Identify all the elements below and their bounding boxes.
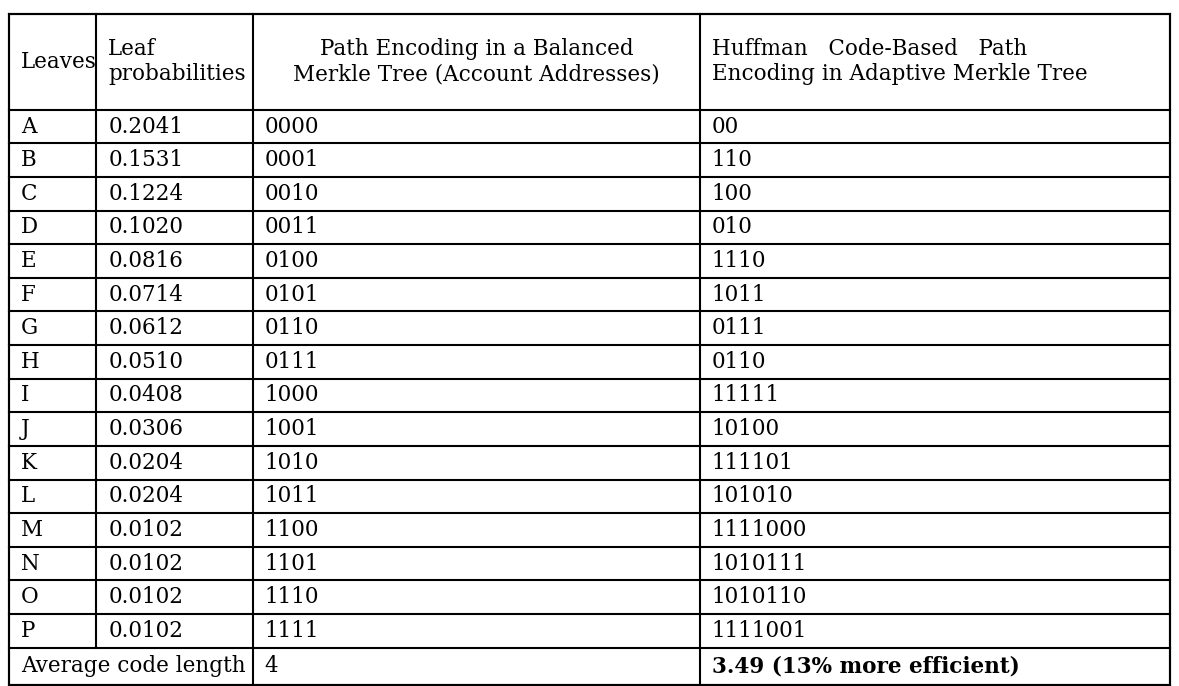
Text: 0.0714: 0.0714 (108, 283, 183, 306)
Text: 0.0306: 0.0306 (108, 418, 183, 440)
Text: 0010: 0010 (265, 182, 320, 205)
Text: 1011: 1011 (711, 283, 766, 306)
Text: 1110: 1110 (265, 586, 320, 608)
Text: 4: 4 (265, 655, 278, 677)
Text: 0110: 0110 (711, 351, 766, 373)
Text: 3.49 (13% more efficient): 3.49 (13% more efficient) (711, 655, 1020, 677)
Text: A: A (21, 115, 37, 138)
Text: 0.0204: 0.0204 (108, 451, 183, 474)
Text: 0.0612: 0.0612 (108, 317, 183, 340)
Text: 0001: 0001 (265, 149, 320, 172)
Text: 1101: 1101 (265, 552, 320, 575)
Text: 1110: 1110 (711, 250, 766, 272)
Text: L: L (21, 485, 35, 508)
Text: 1011: 1011 (265, 485, 320, 508)
Text: 0.1224: 0.1224 (108, 182, 184, 205)
Text: H: H (21, 351, 40, 373)
Text: 0.0102: 0.0102 (108, 619, 183, 642)
Text: P: P (21, 619, 35, 642)
Text: 0110: 0110 (265, 317, 320, 340)
Text: N: N (21, 552, 40, 575)
Text: 1000: 1000 (265, 384, 320, 407)
Text: Leaf
probabilities: Leaf probabilities (108, 38, 246, 86)
Text: I: I (21, 384, 29, 407)
Text: 010: 010 (711, 216, 752, 239)
Text: 0.1531: 0.1531 (108, 149, 184, 172)
Text: Leaves: Leaves (21, 51, 97, 73)
Text: J: J (21, 418, 29, 440)
Text: 0100: 0100 (265, 250, 320, 272)
Text: 100: 100 (711, 182, 752, 205)
Text: 1010: 1010 (265, 451, 320, 474)
Text: 0111: 0111 (711, 317, 766, 340)
Text: 0111: 0111 (265, 351, 320, 373)
Text: 1111000: 1111000 (711, 519, 806, 541)
Text: 111101: 111101 (711, 451, 793, 474)
Text: K: K (21, 451, 38, 474)
Text: C: C (21, 182, 38, 205)
Text: 0011: 0011 (265, 216, 320, 239)
Text: 0.0408: 0.0408 (108, 384, 183, 407)
Text: O: O (21, 586, 39, 608)
Text: 10100: 10100 (711, 418, 779, 440)
Text: 0.0102: 0.0102 (108, 552, 183, 575)
Text: 00: 00 (711, 115, 739, 138)
Text: 0.0816: 0.0816 (108, 250, 183, 272)
Text: Average code length: Average code length (21, 655, 246, 677)
Text: E: E (21, 250, 37, 272)
Text: 0000: 0000 (265, 115, 320, 138)
Text: M: M (21, 519, 44, 541)
Text: Path Encoding in a Balanced
Merkle Tree (Account Addresses): Path Encoding in a Balanced Merkle Tree … (294, 38, 660, 86)
Text: 1100: 1100 (265, 519, 320, 541)
Text: 1010111: 1010111 (711, 552, 806, 575)
Text: B: B (21, 149, 37, 172)
Text: 0.0510: 0.0510 (108, 351, 183, 373)
Text: 1111: 1111 (265, 619, 320, 642)
Text: 0.0204: 0.0204 (108, 485, 183, 508)
Text: F: F (21, 283, 37, 306)
Text: 0.0102: 0.0102 (108, 586, 183, 608)
Text: G: G (21, 317, 39, 340)
Text: 1010110: 1010110 (711, 586, 806, 608)
Text: 110: 110 (711, 149, 752, 172)
Text: D: D (21, 216, 39, 239)
Text: 11111: 11111 (711, 384, 779, 407)
Text: 0.0102: 0.0102 (108, 519, 183, 541)
Text: 101010: 101010 (711, 485, 793, 508)
Text: 0.2041: 0.2041 (108, 115, 183, 138)
Text: 1111001: 1111001 (711, 619, 806, 642)
Text: 0.1020: 0.1020 (108, 216, 183, 239)
Text: Huffman   Code-Based   Path
Encoding in Adaptive Merkle Tree: Huffman Code-Based Path Encoding in Adap… (711, 38, 1087, 86)
Text: 1001: 1001 (265, 418, 320, 440)
Text: 0101: 0101 (265, 283, 320, 306)
